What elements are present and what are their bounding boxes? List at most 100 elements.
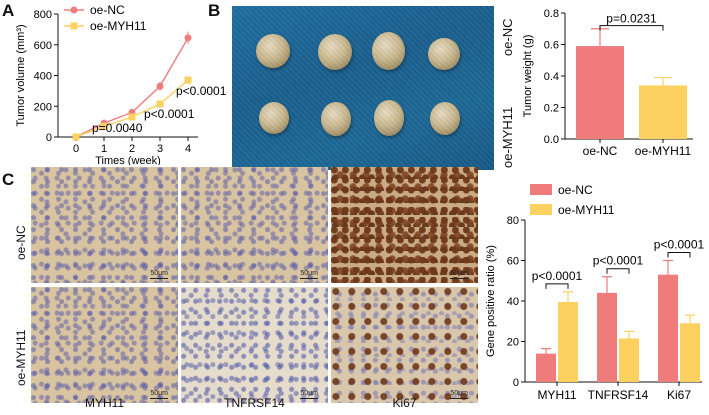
x-tick-label: oe-MYH11 [635, 144, 692, 158]
y-tick-label: 400 [34, 71, 52, 83]
x-tick-label: MYH11 [537, 388, 576, 402]
micro-col-label-myh11: MYH11 [84, 396, 125, 410]
panel-letter-b: B [208, 1, 221, 20]
y-axis-title: Gene positive ratio (%) [485, 245, 497, 357]
y-tick-label: 600 [34, 40, 52, 52]
tumor-image [428, 38, 460, 70]
scale-label: 50μm [450, 270, 468, 277]
y-tick-label: 0.0 [544, 134, 559, 146]
x-tick-label: 2 [129, 143, 135, 155]
tumor-image [374, 100, 404, 136]
significance-bracket [599, 25, 664, 31]
x-axis-title: Times (week) [95, 155, 161, 165]
scale-bar [300, 398, 318, 399]
photo-label-oe-myh11: oe-MYH11 [500, 106, 515, 168]
scale-bar [150, 278, 168, 279]
legend-marker-oe-myh11 [70, 22, 78, 30]
y-tick-label: 800 [34, 9, 52, 21]
legend-swatch-oe-myh11 [530, 204, 552, 215]
tumor-image [321, 102, 351, 136]
bar-oe-myh11 [619, 338, 639, 382]
tumor-image [430, 102, 460, 135]
legend-label-oe-nc: oe-NC [558, 183, 593, 197]
micrograph-oe-nc-myh11: 50μm [31, 167, 178, 283]
tumor-image [318, 34, 352, 70]
chart-c-gene-positive-ratio: 0 20 40 60 80 Gene positive ratio (%) p<0.0001… [485, 183, 705, 402]
p-value-label: p<0.0001 [654, 238, 705, 252]
p-value-label: p=0.0231 [606, 12, 657, 26]
micrograph-oe-myh11-ki67: 50μm [331, 287, 478, 403]
chart-a-tumor-volume: 0 200 400 600 800 0 1 2 3 4 Times (week) Tumor volu… [15, 3, 227, 165]
x-tick-label: 0 [73, 143, 79, 155]
x-tick-label: 4 [185, 143, 191, 155]
bar-oe-myh11 [558, 302, 578, 382]
p-value-label: p=0.0040 [92, 121, 143, 135]
bar-oe-myh11 [680, 323, 700, 382]
tumor-image [259, 102, 289, 134]
y-axis-title: Tumor volume (mm³) [15, 24, 27, 126]
legend-swatch-oe-nc [530, 184, 552, 195]
tumor-image [256, 34, 290, 68]
bar-oe-myh11 [639, 85, 687, 139]
data-point-oe-myh11 [72, 133, 80, 141]
p-value-label: p<0.0001 [144, 107, 195, 121]
significance-bracket [667, 252, 691, 258]
y-tick-label: 40 [507, 296, 519, 308]
y-tick-label: 0.2 [544, 103, 559, 115]
x-tick-label: oe-NC [583, 144, 618, 158]
photo-label-oe-nc: oe-NC [500, 18, 515, 56]
micrograph-oe-nc-ki67: 50μm [331, 167, 478, 283]
micro-row-label-oe-nc: oe-NC [14, 225, 28, 260]
bar-oe-nc [536, 353, 556, 382]
p-value-label: p<0.0001 [532, 269, 583, 283]
x-tick-label: 3 [157, 143, 163, 155]
scale-label: 50μm [450, 390, 468, 397]
x-tick-label: TNFRSF14 [588, 388, 649, 402]
micro-row-label-oe-myh11: oe-MYH11 [14, 329, 28, 386]
micro-col-label-tnfrsf14: TNFRSF14 [224, 396, 285, 410]
y-tick-label: 0.6 [544, 40, 559, 52]
chart-b-tumor-weight: 0.0 0.2 0.4 0.6 0.8 Tumor weight (g) oe-NC oe-M… [522, 8, 693, 158]
legend-label-oe-myh11: oe-MYH11 [90, 19, 147, 33]
p-value-label: p<0.0001 [593, 254, 644, 268]
p-value-label: p<0.0001 [176, 84, 227, 98]
micrograph-oe-myh11-myh11: 50μm [31, 287, 178, 403]
data-point-oe-myh11 [156, 100, 164, 108]
data-point-oe-nc [156, 82, 164, 90]
significance-bracket [545, 283, 569, 289]
tumor-image [372, 32, 405, 70]
y-tick-label: 200 [34, 101, 52, 113]
scale-bar [300, 278, 318, 279]
y-tick-label: 20 [507, 337, 519, 349]
panel-letter-a: A [2, 1, 15, 20]
legend-label-oe-nc: oe-NC [90, 3, 125, 17]
scale-bar [450, 398, 468, 399]
y-axis-title: Tumor weight (g) [522, 35, 534, 118]
significance-bracket [606, 268, 630, 274]
x-tick-label: 1 [101, 143, 107, 155]
micrograph-oe-myh11-tnfrsf14: 50μm [181, 287, 328, 403]
data-point-oe-myh11 [128, 113, 136, 121]
bar-oe-nc [658, 274, 678, 382]
data-point-oe-myh11 [184, 76, 192, 84]
y-tick-label: 60 [507, 256, 519, 268]
scale-label: 50μm [300, 390, 318, 397]
y-tick-label: 0.4 [544, 71, 559, 83]
scale-bar [450, 278, 468, 279]
x-tick-label: Ki67 [667, 388, 691, 402]
bar-oe-nc [597, 292, 617, 382]
data-point-oe-nc [184, 34, 192, 42]
scale-label: 50μm [150, 390, 168, 397]
y-tick-label: 0 [513, 377, 519, 389]
scale-label: 50μm [150, 270, 168, 277]
legend-label-oe-myh11: oe-MYH11 [558, 203, 615, 217]
tumor-photo [232, 6, 494, 170]
micro-col-label-ki67: Ki67 [392, 396, 417, 410]
legend-marker-oe-nc [70, 6, 78, 14]
scale-label: 50μm [300, 270, 318, 277]
data-point-oe-myh11 [100, 122, 108, 130]
scale-bar [150, 398, 168, 399]
y-tick-label: 80 [507, 215, 519, 227]
bar-oe-nc [576, 46, 624, 140]
micrograph-oe-nc-tnfrsf14: 50μm [181, 167, 328, 283]
